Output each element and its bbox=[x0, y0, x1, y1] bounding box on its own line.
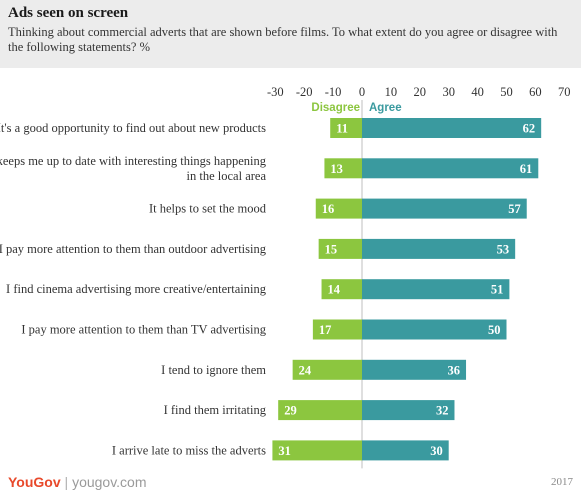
bar-disagree bbox=[292, 359, 362, 380]
x-tick-label: 70 bbox=[558, 85, 571, 99]
bar-disagree bbox=[315, 198, 362, 219]
x-tick-label: 30 bbox=[442, 85, 455, 99]
bar-agree bbox=[362, 319, 507, 340]
bar-agree bbox=[362, 400, 455, 421]
bar-label-disagree: 14 bbox=[328, 283, 341, 297]
bar-label-agree: 51 bbox=[491, 283, 504, 297]
legend-agree: Agree bbox=[369, 102, 402, 114]
yougov-logo: YouGov bbox=[8, 474, 61, 490]
bar-agree bbox=[362, 198, 527, 219]
bar-agree bbox=[362, 238, 516, 259]
bar-disagree bbox=[318, 238, 362, 259]
bar-label-agree: 30 bbox=[430, 444, 443, 458]
header-panel: Ads seen on screen Thinking about commer… bbox=[0, 0, 581, 68]
bar-disagree bbox=[272, 440, 362, 461]
bar-label-agree: 62 bbox=[523, 122, 536, 136]
brand-url: yougov.com bbox=[72, 474, 147, 490]
bar-label-agree: 50 bbox=[488, 323, 501, 337]
bar-agree bbox=[362, 158, 539, 179]
bars: 11 62 13 61 16 57 15 53 14 51 17 50 24 36 29 32 31 30 bbox=[272, 118, 542, 461]
x-tick-label: 0 bbox=[359, 85, 365, 99]
chart-subtitle: Thinking about commercial adverts that a… bbox=[8, 25, 558, 54]
x-tick-label: -10 bbox=[325, 85, 342, 99]
bar-label-agree: 36 bbox=[448, 363, 461, 377]
legend-disagree: Disagree bbox=[311, 102, 360, 114]
bar-label-disagree: 13 bbox=[330, 162, 343, 176]
bar-disagree bbox=[312, 319, 362, 340]
x-tick-label: 40 bbox=[471, 85, 484, 99]
bar-label-disagree: 15 bbox=[325, 242, 338, 256]
bar-agree bbox=[362, 359, 467, 380]
bar-label-agree: 32 bbox=[436, 404, 449, 418]
bar-label-disagree: 29 bbox=[284, 404, 297, 418]
bar-label-disagree: 17 bbox=[319, 323, 332, 337]
bar-label-disagree: 16 bbox=[322, 202, 335, 216]
category-label: I find them irritating bbox=[164, 403, 267, 417]
category-label: I pay more attention to them than TV adv… bbox=[21, 323, 266, 337]
bar-label-disagree: 24 bbox=[299, 363, 312, 377]
legend: Disagree Agree bbox=[311, 102, 401, 114]
bar-disagree bbox=[324, 158, 362, 179]
category-label: It helps to set the mood bbox=[149, 202, 267, 216]
category-label: It keeps me up to date with interesting … bbox=[0, 154, 267, 183]
bar-label-agree: 61 bbox=[520, 162, 533, 176]
bar-label-disagree: 31 bbox=[278, 444, 291, 458]
brand-separator: | bbox=[64, 474, 69, 490]
category-label: I pay more attention to them than outdoo… bbox=[0, 242, 267, 256]
bar-label-agree: 53 bbox=[497, 242, 510, 256]
bar-agree bbox=[362, 118, 542, 138]
category-label: I arrive late to miss the adverts bbox=[112, 443, 266, 457]
x-tick-label: -20 bbox=[296, 85, 313, 99]
footer-brand: YouGov | yougov.com bbox=[8, 474, 147, 490]
chart-title: Ads seen on screen bbox=[8, 5, 129, 21]
bar-disagree bbox=[278, 400, 362, 421]
category-labels: It's a good opportunity to find out abou… bbox=[0, 121, 267, 457]
x-tick-label: 60 bbox=[529, 85, 542, 99]
bar-agree bbox=[362, 440, 449, 461]
bar-agree bbox=[362, 279, 510, 300]
x-tick-label: 10 bbox=[385, 85, 398, 99]
x-tick-label: -30 bbox=[267, 85, 284, 99]
x-tick-label: 20 bbox=[414, 85, 427, 99]
bar-disagree bbox=[321, 279, 362, 300]
footer-year: 2017 bbox=[551, 476, 573, 488]
bar-disagree bbox=[330, 118, 362, 138]
bar-label-disagree: 11 bbox=[336, 122, 348, 136]
x-axis: -30 -20 -10 0 10 20 30 40 50 60 70 bbox=[267, 85, 571, 469]
category-label: I find cinema advertising more creative/… bbox=[6, 282, 267, 296]
bar-label-agree: 57 bbox=[508, 202, 521, 216]
category-label: I tend to ignore them bbox=[161, 363, 266, 377]
x-tick-label: 50 bbox=[500, 85, 513, 99]
category-label: It's a good opportunity to find out abou… bbox=[0, 121, 266, 135]
